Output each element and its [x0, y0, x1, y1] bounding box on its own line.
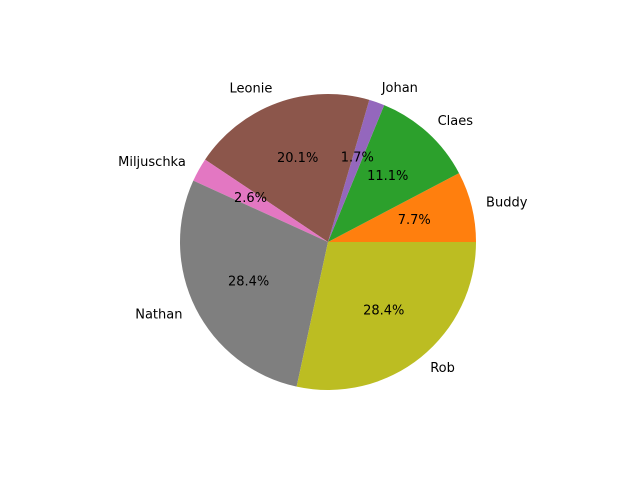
slice-label-buddy: Buddy: [486, 196, 528, 211]
pct-label-claes: 11.1%: [367, 169, 408, 184]
slice-label-rob: Rob: [430, 361, 455, 376]
pct-label-buddy: 7.7%: [398, 213, 431, 228]
pct-label-leonie: 20.1%: [277, 151, 318, 166]
pie-slice-rob: [296, 242, 476, 390]
slice-label-claes: Claes: [438, 114, 474, 129]
slice-label-nathan: Nathan: [135, 307, 182, 322]
pie-slice-johan: [328, 99, 385, 243]
pie-slice-nathan: [180, 180, 328, 387]
pie-slices: [180, 94, 476, 390]
pie-labels: 7.7% Buddy 11.1% Claes 1.7% Johan 20.1% Leonie 2…: [118, 81, 528, 376]
pct-label-johan: 1.7%: [341, 151, 374, 166]
pct-label-nathan: 28.4%: [228, 274, 269, 289]
slice-label-johan: Johan: [381, 81, 418, 96]
pct-label-rob: 28.4%: [363, 304, 404, 319]
pie-slice-claes: [328, 105, 460, 243]
pie-slice-miljuschka: [193, 159, 328, 242]
pie-slice-leonie: [205, 94, 370, 242]
slice-label-miljuschka: Miljuschka: [118, 155, 186, 170]
pie-slice-buddy: [328, 173, 476, 242]
pct-label-miljuschka: 2.6%: [234, 191, 267, 206]
slice-label-leonie: Leonie: [230, 81, 273, 96]
